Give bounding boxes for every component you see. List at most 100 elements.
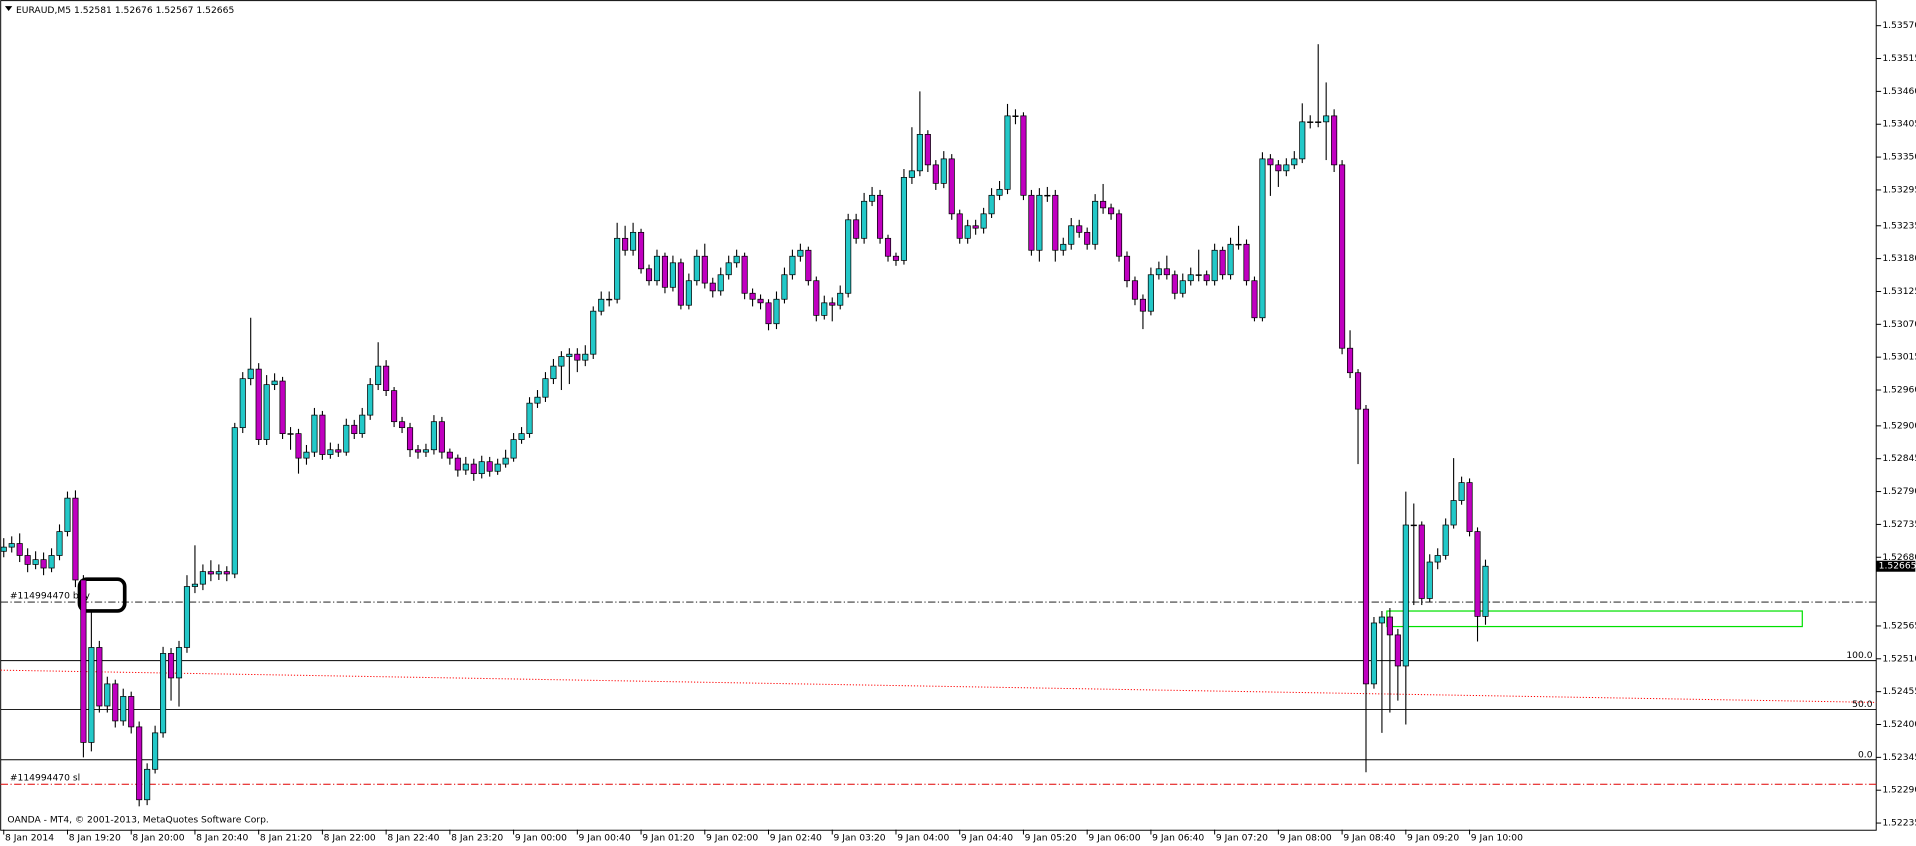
y-tick-label: 1.53295 <box>1882 184 1916 195</box>
candle-body <box>1339 164 1346 349</box>
x-tick-label: 9 Jan 02:40 <box>770 833 822 844</box>
candle-body <box>884 237 892 257</box>
candle-body <box>391 390 398 423</box>
y-tick-label: 1.53015 <box>1882 352 1916 363</box>
candle-body <box>24 555 31 565</box>
candle-body <box>311 414 318 453</box>
candle-body <box>558 356 565 367</box>
candle-body <box>1084 231 1091 245</box>
candle-body <box>892 255 900 261</box>
candle-body <box>1052 194 1059 251</box>
candle-body <box>1347 347 1354 374</box>
y-tick-label: 1.53235 <box>1882 220 1916 231</box>
candle-body <box>606 298 613 301</box>
candle-body <box>1323 115 1330 123</box>
y-tick-label: 1.52735 <box>1882 519 1916 530</box>
candle-body <box>56 531 63 556</box>
candle-body <box>414 449 422 453</box>
candle-body <box>1466 482 1473 532</box>
x-tick-label: 8 Jan 23:20 <box>451 833 503 844</box>
candle-body <box>191 583 198 587</box>
candle-body <box>590 310 597 355</box>
candle-body <box>1076 225 1083 233</box>
candle-body <box>1227 243 1234 276</box>
candle-body <box>128 696 135 728</box>
candle-body <box>454 457 461 471</box>
candle-body <box>1028 194 1035 251</box>
candle-body <box>1275 164 1282 172</box>
candle-body <box>924 134 931 166</box>
candle-body <box>566 353 573 357</box>
candle-body <box>717 274 724 292</box>
annotation-box[interactable] <box>77 577 127 613</box>
candle-body <box>287 433 294 435</box>
candle-body <box>661 255 669 288</box>
candle-body <box>1394 634 1401 667</box>
candle-body <box>1187 274 1194 282</box>
candle-body <box>1131 280 1139 300</box>
candle-body <box>980 213 987 229</box>
candle-body <box>1012 115 1019 117</box>
candle-body <box>1299 121 1306 160</box>
candle-body <box>645 268 653 282</box>
candle-body <box>88 647 95 743</box>
candle-body <box>406 427 414 451</box>
candle-body <box>144 768 151 801</box>
y-tick-label: 1.52510 <box>1882 653 1916 664</box>
y-tick-label: 1.53405 <box>1882 119 1916 130</box>
candle-body <box>1060 243 1067 251</box>
candle-body <box>542 378 549 398</box>
candle-body <box>669 262 676 288</box>
candle-body <box>550 365 557 380</box>
y-tick-label: 1.52345 <box>1882 752 1916 763</box>
candle-body <box>908 170 915 178</box>
fibo-label: 0.0 <box>1858 749 1873 760</box>
candle-body <box>430 421 437 451</box>
candle-body <box>765 302 772 325</box>
candle-body <box>446 451 453 459</box>
candle-body <box>1139 298 1146 312</box>
candle-body <box>1203 274 1210 282</box>
candle-body <box>1402 524 1409 667</box>
candle-body <box>725 262 732 276</box>
y-tick-label: 1.52845 <box>1882 453 1916 464</box>
y-tick-label: 1.52290 <box>1882 785 1916 796</box>
candle-body <box>598 298 605 312</box>
x-tick-label: 8 Jan 20:00 <box>132 833 184 844</box>
candle-body <box>733 255 740 264</box>
candle-body <box>231 427 238 575</box>
x-tick-label: 8 Jan 2014 <box>5 833 54 844</box>
candle-body <box>215 571 222 575</box>
candle-body <box>805 249 812 282</box>
candle-body <box>1115 213 1123 257</box>
x-tick-label: 9 Jan 04:00 <box>897 833 949 844</box>
candle-body <box>40 559 47 569</box>
y-tick-label: 1.53180 <box>1882 253 1916 264</box>
header-close: 1.52665 <box>196 4 234 15</box>
candle-body <box>869 194 876 202</box>
candle-body <box>749 292 756 300</box>
candle-body <box>685 280 692 306</box>
candle-body <box>709 282 716 292</box>
price-label: 1.52665 <box>1879 561 1916 572</box>
header-open: 1.52581 <box>74 4 112 15</box>
candle-body <box>422 449 430 453</box>
candle-body <box>1482 565 1489 617</box>
candle-body <box>1036 194 1043 251</box>
candle-body <box>1442 524 1449 556</box>
candle-body <box>574 353 581 361</box>
x-tick-label: 9 Jan 07:20 <box>1216 833 1268 844</box>
candle-body <box>1291 158 1298 166</box>
candle-body <box>343 424 350 453</box>
y-tick-label: 1.52960 <box>1882 385 1916 396</box>
candle-body <box>630 231 637 251</box>
x-tick-label: 8 Jan 22:00 <box>324 833 376 844</box>
candle-body <box>1418 524 1425 599</box>
x-tick-label: 9 Jan 08:00 <box>1280 833 1332 844</box>
chart-header: EURAUD,M5 1.52581 1.52676 1.52567 1.5266… <box>16 4 234 15</box>
candle-body <box>462 463 469 471</box>
menu-triangle[interactable] <box>4 6 13 11</box>
candle-body <box>1458 482 1465 501</box>
